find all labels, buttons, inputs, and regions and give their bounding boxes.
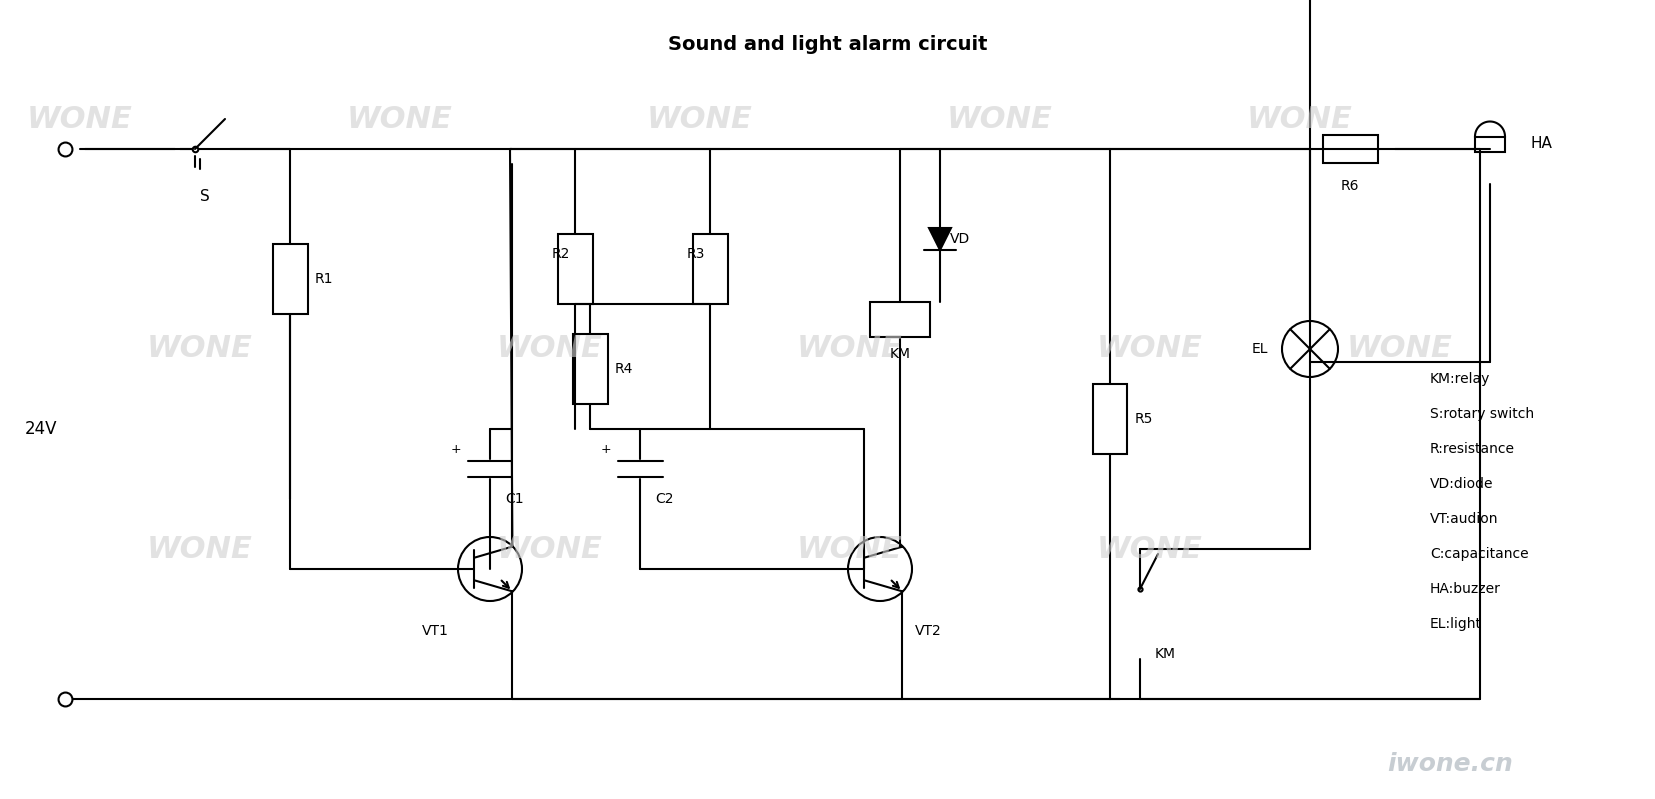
Text: WONE: WONE (348, 105, 453, 133)
Text: VD:diode: VD:diode (1430, 477, 1493, 491)
Text: HA: HA (1529, 137, 1551, 152)
Text: KM: KM (1154, 647, 1175, 661)
FancyBboxPatch shape (1092, 384, 1127, 454)
FancyBboxPatch shape (692, 234, 727, 304)
Polygon shape (928, 228, 950, 250)
Text: C2: C2 (655, 492, 674, 506)
Text: R4: R4 (614, 362, 632, 376)
Text: WONE: WONE (496, 535, 602, 563)
Text: WONE: WONE (647, 105, 753, 133)
Text: WONE: WONE (947, 105, 1053, 133)
Text: HA:buzzer: HA:buzzer (1430, 582, 1499, 596)
Text: WONE: WONE (1096, 335, 1202, 364)
FancyBboxPatch shape (273, 244, 308, 314)
Text: C1: C1 (505, 492, 523, 506)
Text: WONE: WONE (496, 335, 602, 364)
Text: VT1: VT1 (422, 624, 449, 638)
Text: WONE: WONE (796, 335, 902, 364)
Text: iwone.cn: iwone.cn (1387, 752, 1513, 776)
FancyBboxPatch shape (869, 301, 930, 336)
Text: VT2: VT2 (915, 624, 942, 638)
Text: Sound and light alarm circuit: Sound and light alarm circuit (669, 34, 986, 54)
Text: EL:light: EL:light (1430, 617, 1481, 631)
Text: VT:audion: VT:audion (1430, 512, 1498, 526)
Text: C:capacitance: C:capacitance (1430, 547, 1528, 561)
Text: VD: VD (950, 232, 970, 246)
FancyBboxPatch shape (1322, 135, 1377, 163)
Text: +: + (599, 443, 611, 456)
Text: KM:relay: KM:relay (1430, 372, 1490, 386)
Text: R3: R3 (687, 247, 705, 261)
Text: WONE: WONE (147, 535, 253, 563)
FancyBboxPatch shape (1475, 137, 1504, 152)
Text: R5: R5 (1134, 412, 1152, 426)
Text: WONE: WONE (147, 335, 253, 364)
Text: +: + (450, 443, 460, 456)
Text: R6: R6 (1341, 179, 1359, 193)
Text: KM: KM (889, 347, 910, 361)
Text: WONE: WONE (1346, 335, 1451, 364)
Text: S: S (200, 189, 210, 204)
FancyBboxPatch shape (558, 234, 592, 304)
Text: R1: R1 (314, 272, 333, 286)
Text: 24V: 24V (25, 420, 58, 438)
Text: R2: R2 (551, 247, 569, 261)
FancyBboxPatch shape (573, 334, 607, 404)
Text: R:resistance: R:resistance (1430, 442, 1514, 456)
Text: WONE: WONE (26, 105, 132, 133)
Text: S:rotary switch: S:rotary switch (1430, 407, 1533, 421)
Text: WONE: WONE (1096, 535, 1202, 563)
Text: WONE: WONE (796, 535, 902, 563)
Text: EL: EL (1251, 342, 1268, 356)
Text: WONE: WONE (1246, 105, 1352, 133)
